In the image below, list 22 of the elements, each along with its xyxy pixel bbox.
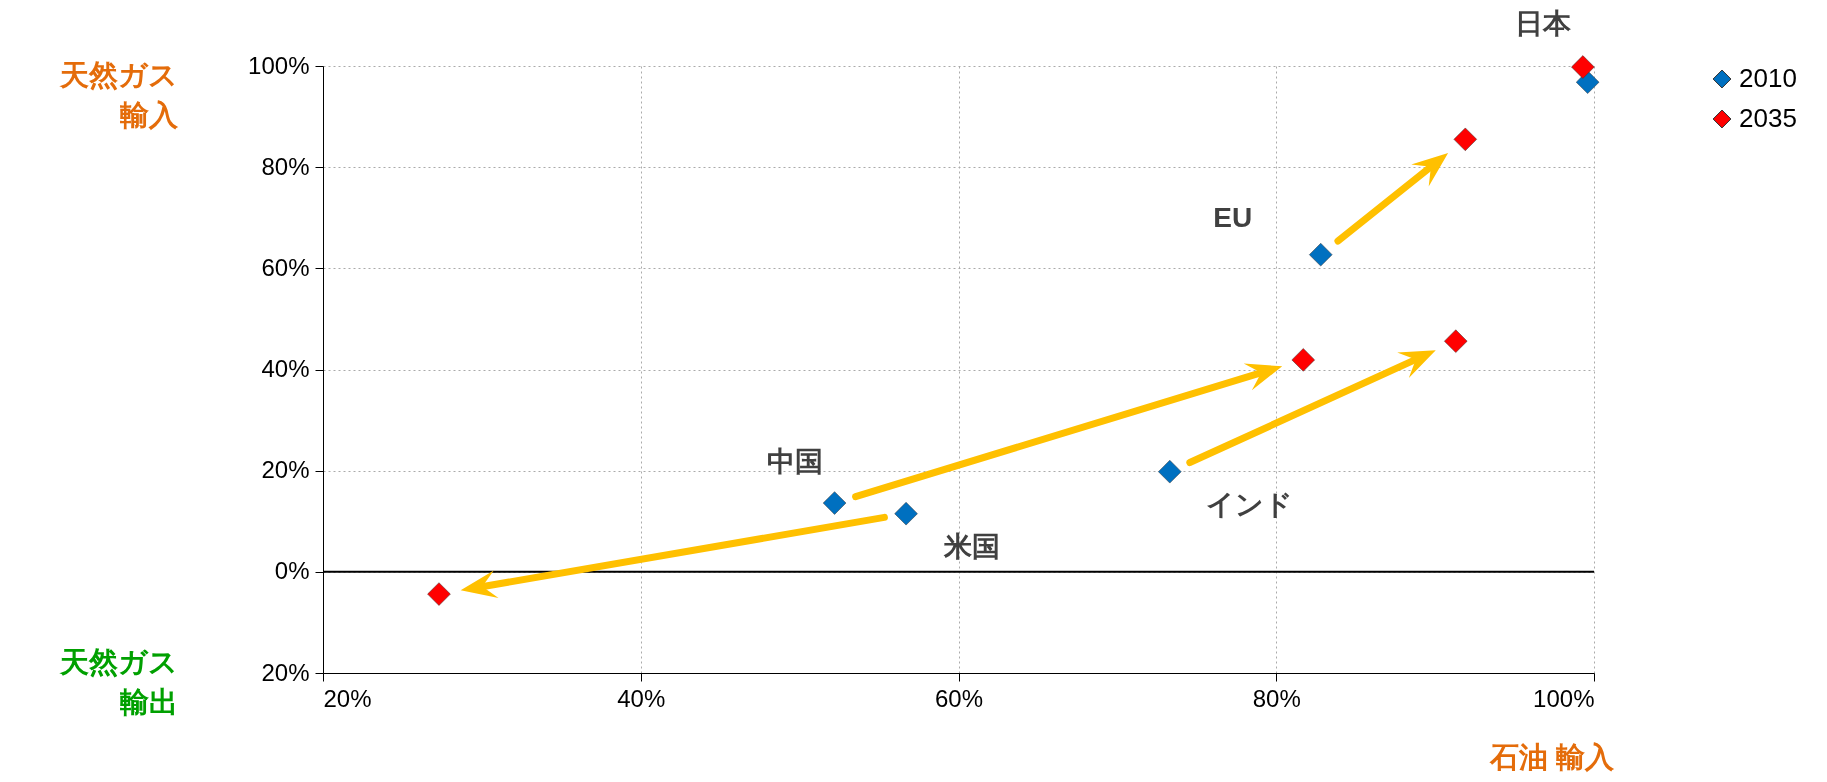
- x-tick-label: 40%: [617, 684, 666, 712]
- annotation: 日本: [1514, 8, 1572, 40]
- x-tick-label: 100%: [1533, 684, 1595, 712]
- y-tick-label: 80%: [261, 152, 310, 180]
- annotation: 米国: [943, 530, 1001, 562]
- x-tick-label: 80%: [1252, 684, 1301, 712]
- legend-label: 2010: [1739, 63, 1797, 93]
- y-tick-label: 100%: [248, 51, 310, 79]
- y-tick-label: 40%: [261, 355, 310, 382]
- x-axis-title: 石油 輸入: [1488, 741, 1615, 773]
- y-tick-label: 0%: [274, 557, 310, 585]
- y-tick-label: 60%: [261, 253, 310, 281]
- y-axis-title: 天然ガス輸入: [59, 59, 179, 131]
- annotation: 中国: [766, 446, 823, 478]
- y-tick-label: 20%: [261, 658, 310, 686]
- legend-label: 2035: [1739, 103, 1797, 133]
- text: 天然ガス輸出: [59, 646, 178, 718]
- annotation: インド: [1206, 488, 1294, 520]
- x-tick-label: 60%: [934, 684, 984, 712]
- x-tick-label: 20%: [323, 684, 372, 712]
- y-tick-label: 20%: [261, 456, 310, 484]
- annotation: EU: [1213, 201, 1253, 233]
